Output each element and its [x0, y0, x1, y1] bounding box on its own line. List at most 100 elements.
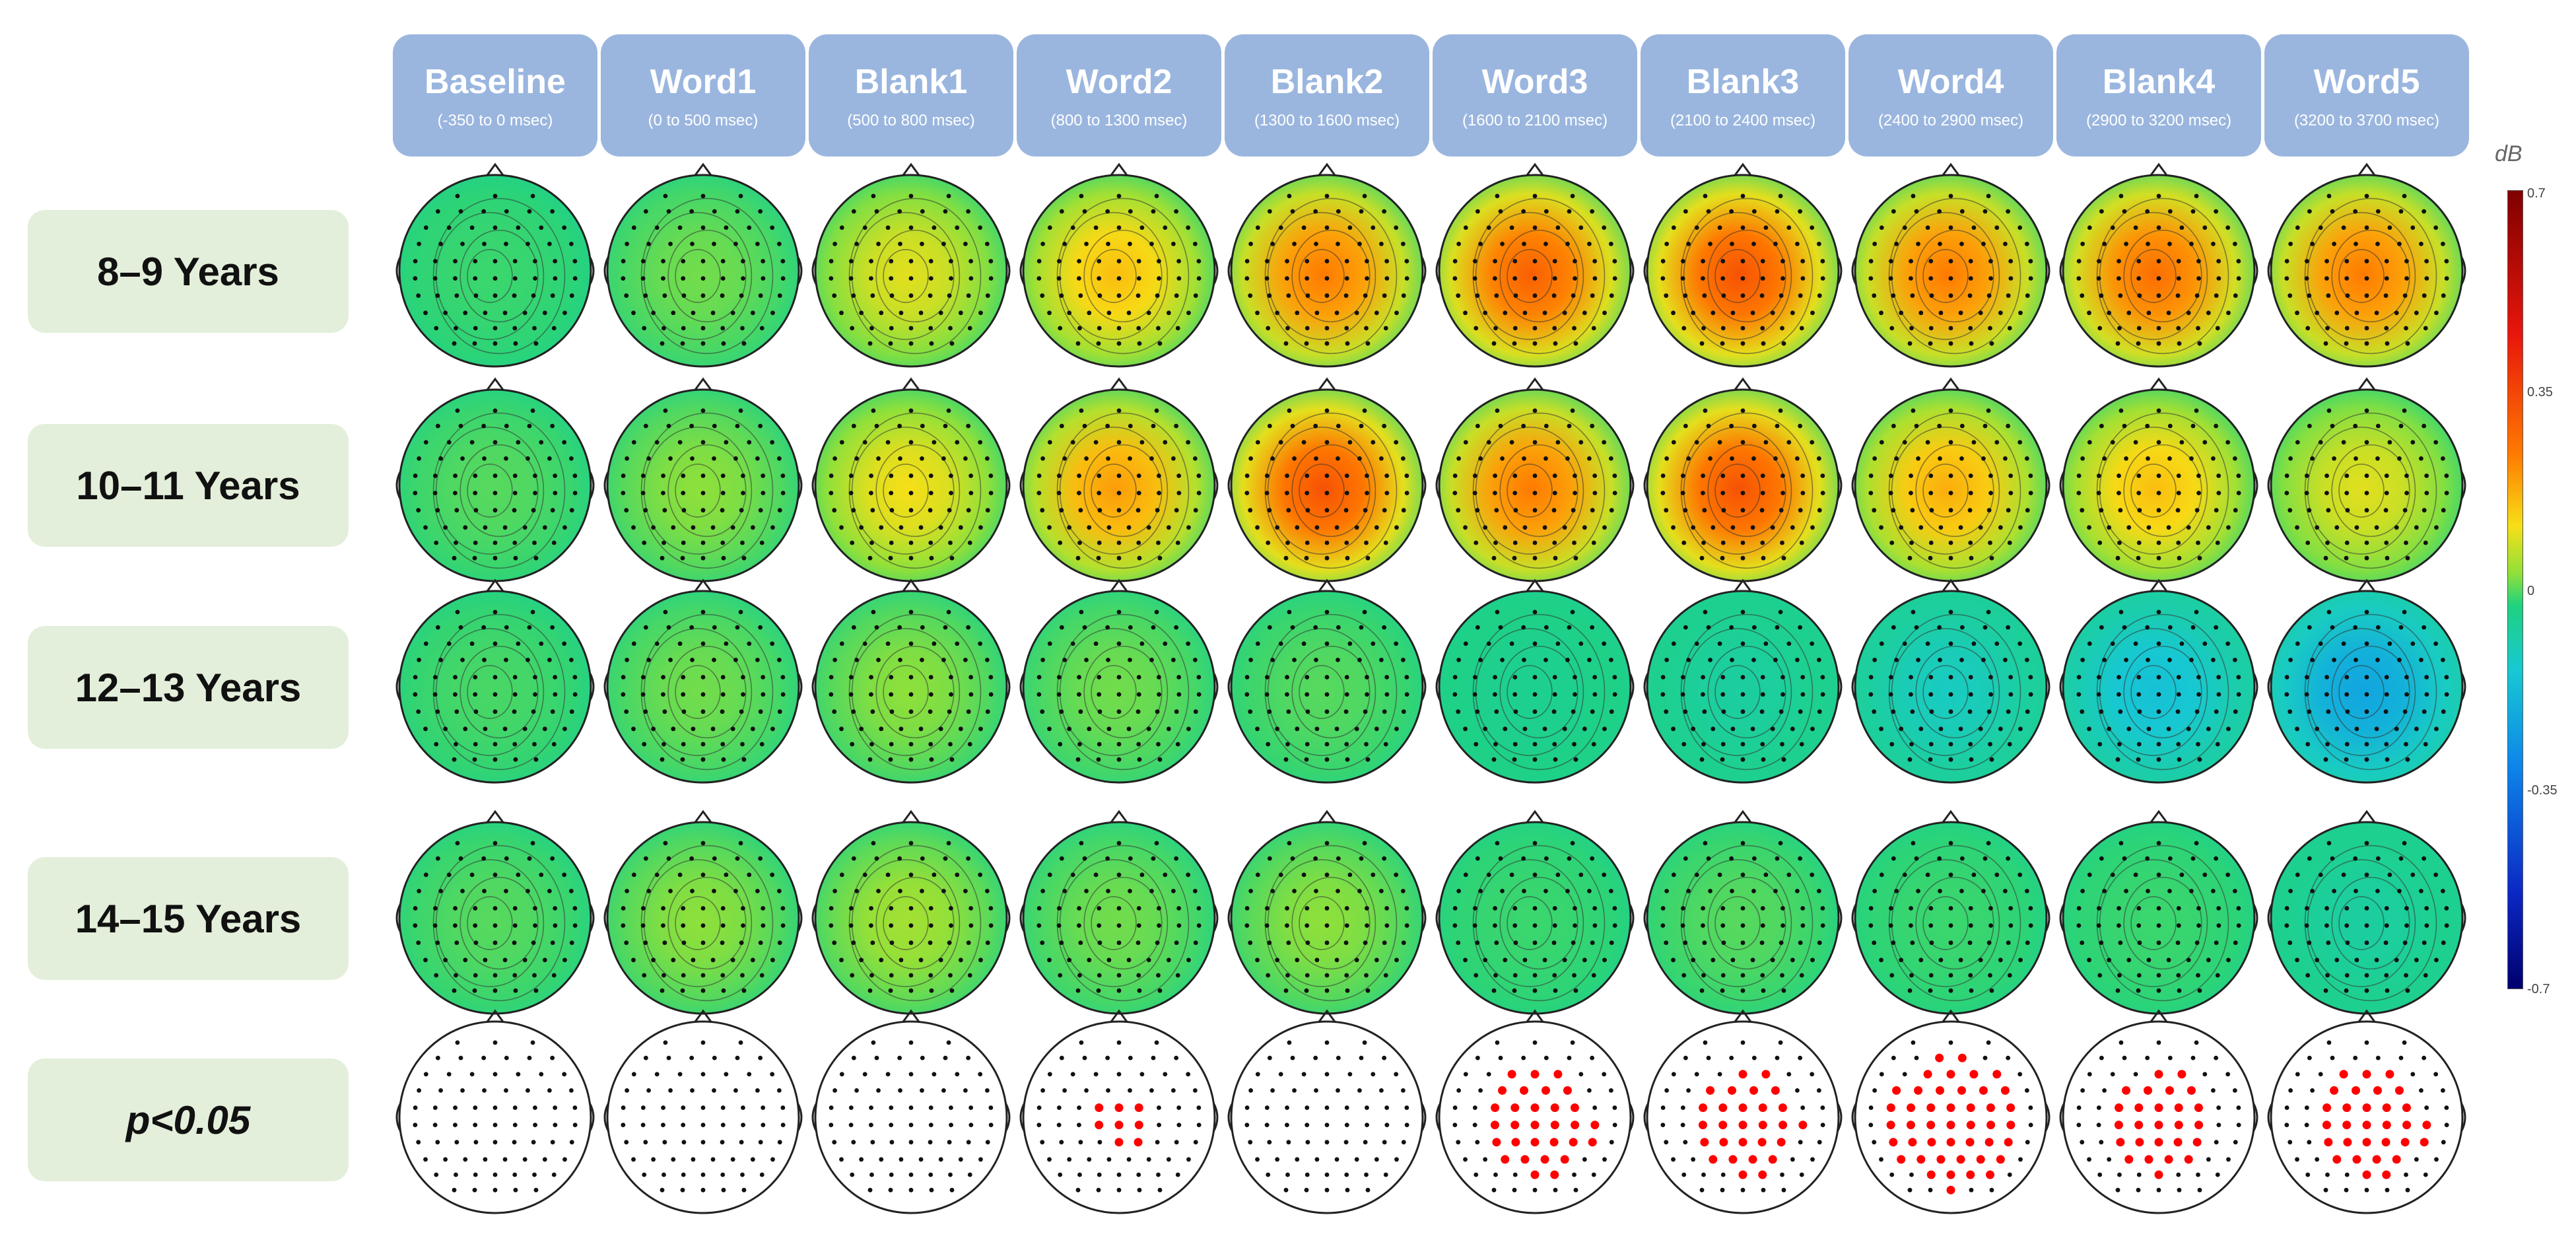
- electrode: [1948, 540, 1953, 545]
- electrode: [2375, 423, 2381, 429]
- electrode: [2167, 209, 2173, 214]
- electrode: [530, 1040, 535, 1045]
- electrode: [978, 310, 983, 316]
- electrode: [1983, 625, 1988, 630]
- electrode: [1553, 555, 1558, 561]
- electrode: [978, 726, 983, 732]
- electrode: [666, 856, 671, 861]
- electrode: [2097, 973, 2103, 978]
- electrode: [2110, 440, 2115, 445]
- electrode: [1135, 709, 1141, 714]
- electrode: [2422, 625, 2427, 630]
- electrode: [2176, 491, 2181, 495]
- electrode: [666, 625, 671, 630]
- electrode: [2284, 276, 2289, 281]
- electrode: [1889, 540, 1895, 545]
- electrode: [1324, 1172, 1330, 1177]
- electrode: [2405, 757, 2410, 762]
- electrode: [1491, 341, 1497, 346]
- electrode: [1730, 310, 1736, 316]
- electrode: [2324, 473, 2329, 478]
- electrode: [1671, 525, 1676, 530]
- electrode: [1708, 658, 1712, 662]
- electrode: [2307, 1055, 2312, 1061]
- electrode: [1968, 473, 1973, 478]
- electrode: [2288, 940, 2293, 946]
- electrode: [720, 326, 726, 331]
- contour-line: [1299, 249, 1345, 303]
- electrode: [2216, 692, 2221, 697]
- electrode: [968, 491, 974, 495]
- electrode: [1868, 276, 1874, 281]
- electrode: [967, 540, 972, 545]
- scalp-outline: [1230, 1020, 1424, 1214]
- significant-electrode: [1719, 1138, 1728, 1147]
- electrode: [690, 1088, 695, 1093]
- electrode: [1959, 209, 1965, 214]
- electrode: [1968, 742, 1973, 747]
- electrode: [2190, 625, 2196, 630]
- electrode: [2003, 456, 2008, 461]
- electrode: [2444, 675, 2449, 679]
- electrode: [1156, 326, 1161, 331]
- electrode: [2118, 841, 2124, 846]
- electrode: [829, 675, 834, 679]
- electrode: [978, 641, 983, 646]
- electrode: [1521, 625, 1526, 630]
- significant-electrode: [2154, 1070, 2163, 1079]
- significant-electrode: [2324, 1138, 2333, 1147]
- electrode: [1717, 440, 1722, 445]
- contour-line: [467, 665, 513, 719]
- electrode: [2423, 742, 2428, 747]
- scalp-map: [1438, 174, 1632, 368]
- electrode: [700, 1172, 706, 1177]
- electrode: [642, 1172, 647, 1177]
- contour-line: [1680, 845, 1813, 1002]
- electrode: [1799, 540, 1804, 545]
- electrode: [1694, 1072, 1699, 1077]
- significant-electrode: [1761, 1070, 1771, 1079]
- electrode: [2419, 658, 2423, 662]
- electrode: [2315, 957, 2320, 963]
- electrode: [438, 242, 443, 246]
- significant-electrode: [1778, 1103, 1787, 1112]
- electrode: [1116, 326, 1122, 331]
- electrode: [1711, 726, 1716, 732]
- electrode: [1040, 1140, 1045, 1145]
- electrode: [1988, 491, 1993, 495]
- electrode: [492, 341, 498, 346]
- electrode: [2354, 889, 2358, 893]
- electrode: [691, 1157, 696, 1162]
- colorbar-tick: 0: [2527, 584, 2535, 598]
- electrode: [932, 872, 937, 878]
- electrode: [1948, 973, 1953, 978]
- electrode: [2167, 856, 2173, 861]
- electrode: [739, 293, 744, 298]
- electrode: [1137, 757, 1142, 762]
- contour-line: [2331, 645, 2410, 739]
- electrode: [1494, 940, 1499, 946]
- electrode: [1463, 957, 1468, 963]
- electrode: [2344, 988, 2349, 993]
- electrode: [1267, 293, 1272, 298]
- electrode: [2003, 658, 2008, 662]
- electrode: [2315, 310, 2320, 316]
- electrode: [1494, 709, 1499, 714]
- electrode: [1948, 326, 1953, 331]
- electrode: [839, 1072, 844, 1077]
- electrode: [460, 1088, 465, 1093]
- electrode: [770, 1072, 775, 1077]
- electrode: [1513, 508, 1518, 513]
- electrode: [2214, 625, 2219, 630]
- electrode: [1343, 709, 1349, 714]
- electrode: [724, 872, 729, 878]
- electrode: [2284, 473, 2289, 478]
- electrode: [2233, 293, 2238, 298]
- electrode: [2156, 408, 2161, 413]
- electrode: [2194, 609, 2199, 615]
- electrode: [885, 872, 891, 878]
- electrode: [1093, 225, 1099, 230]
- electrode: [1573, 473, 1577, 478]
- electrode: [453, 259, 458, 263]
- contour-line: [1475, 628, 1584, 756]
